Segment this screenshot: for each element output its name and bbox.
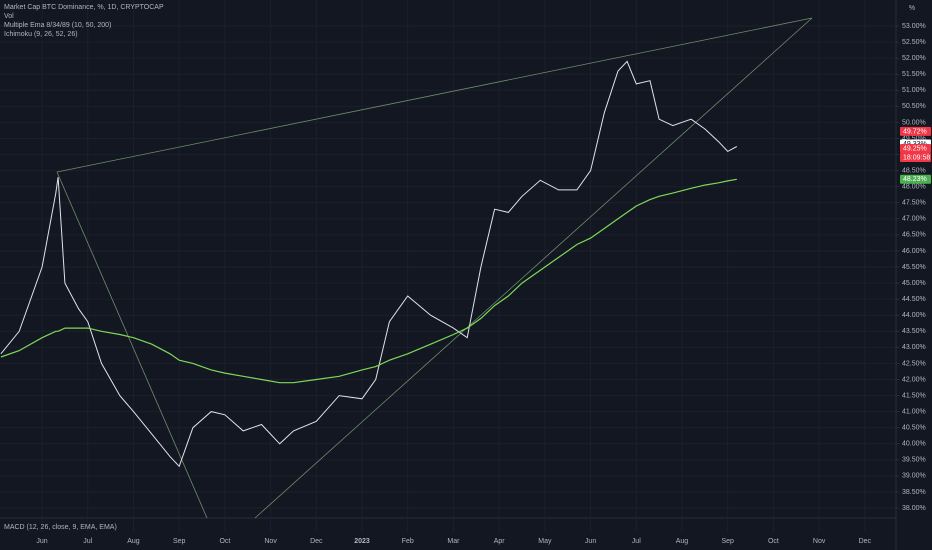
y-tick-label: 50.00%: [902, 119, 926, 126]
x-tick-label: Jul: [632, 538, 641, 545]
y-tick-label: 44.50%: [902, 296, 926, 303]
price-label: 49.25%: [903, 145, 927, 152]
x-tick-label: Oct: [219, 538, 230, 545]
x-tick-label: Aug: [676, 538, 689, 545]
price-label: 48.23%: [903, 176, 927, 183]
trend-line: [254, 17, 813, 519]
x-tick-label: May: [538, 538, 552, 545]
x-tick-label: Oct: [768, 538, 779, 545]
y-tick-label: 51.00%: [902, 87, 926, 94]
x-tick-label: Jul: [83, 538, 92, 545]
axis-unit: %: [909, 5, 915, 12]
legend-entry: Vol: [4, 13, 14, 20]
price-label-box: [900, 174, 931, 184]
price-label-box: [900, 126, 931, 136]
y-tick-label: 46.50%: [902, 232, 926, 239]
x-tick-label: Nov: [813, 538, 826, 545]
x-tick-label: Nov: [264, 538, 277, 545]
x-tick-label: Jun: [36, 538, 47, 545]
y-tick-label: 42.50%: [902, 360, 926, 367]
y-tick-label: 42.00%: [902, 376, 926, 383]
countdown: 18:09:58: [903, 154, 930, 161]
series-line: [0, 60, 738, 468]
price-label: 49.72%: [903, 128, 927, 135]
y-tick-label: 43.00%: [902, 344, 926, 351]
x-tick-label: Aug: [127, 538, 140, 545]
y-tick-label: 39.00%: [902, 473, 926, 480]
y-tick-label: 52.50%: [902, 39, 926, 46]
y-tick-label: 38.50%: [902, 489, 926, 496]
y-tick-label: 40.00%: [902, 441, 926, 448]
y-tick-label: 41.50%: [902, 392, 926, 399]
y-tick-label: 52.00%: [902, 55, 926, 62]
y-tick-label: 47.00%: [902, 216, 926, 223]
countdown-box: [900, 153, 931, 163]
y-tick-label: 40.50%: [902, 425, 926, 432]
y-tick-label: 45.50%: [902, 264, 926, 271]
y-tick-label: 47.50%: [902, 200, 926, 207]
y-tick-label: 49.50%: [902, 135, 926, 142]
x-tick-label: 2023: [354, 538, 370, 545]
y-tick-label: 38.00%: [902, 505, 926, 512]
legend-entry: Ichimoku (9, 26, 52, 26): [4, 31, 78, 38]
y-tick-label: 45.00%: [902, 280, 926, 287]
trend-line: [56, 171, 208, 519]
x-tick-label: Mar: [447, 538, 460, 545]
y-tick-label: 39.50%: [902, 457, 926, 464]
legend-entry: Multiple Ema 8/34/89 (10, 50, 200): [4, 22, 111, 29]
x-tick-label: Apr: [494, 538, 506, 545]
x-tick-label: Feb: [402, 538, 414, 545]
y-tick-label: 48.50%: [902, 167, 926, 174]
trend-line: [56, 17, 813, 173]
y-tick-label: 48.00%: [902, 184, 926, 191]
y-tick-label: 44.00%: [902, 312, 926, 319]
y-tick-label: 41.00%: [902, 408, 926, 415]
price-label-box: [900, 144, 931, 154]
x-tick-label: Jun: [585, 538, 596, 545]
y-tick-label: 50.50%: [902, 103, 926, 110]
x-tick-label: Dec: [310, 538, 323, 545]
y-tick-label: 51.50%: [902, 71, 926, 78]
legend-entry: Market Cap BTC Dominance, %, 1D, CRYPTOC…: [4, 4, 164, 11]
series-line: [0, 178, 737, 384]
y-tick-label: 43.50%: [902, 328, 926, 335]
y-tick-label: 46.00%: [902, 248, 926, 255]
x-tick-label: Sep: [173, 538, 186, 545]
y-tick-label: 53.00%: [902, 23, 926, 30]
x-tick-label: Dec: [859, 538, 872, 545]
pane-title: MACD (12, 26, close, 9, EMA, EMA): [4, 524, 117, 531]
x-tick-label: Sep: [721, 538, 734, 545]
